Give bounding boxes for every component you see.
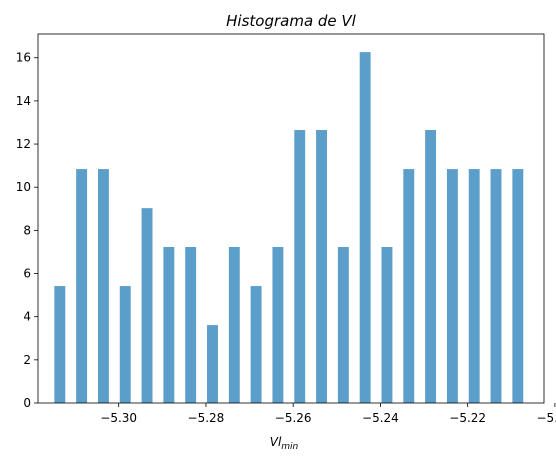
- bar-8: [228, 246, 240, 403]
- bar-18: [446, 169, 458, 403]
- y-tick-label-0: 0: [23, 396, 31, 410]
- bar-16: [403, 169, 415, 403]
- x-tick-label-2: −5.26: [275, 411, 312, 425]
- x-axis: −5.30 −5.28 −5.26 −5.24 −5.22 −5.20: [100, 403, 556, 425]
- bar-21: [512, 169, 524, 403]
- x-axis-label: Vlmin: [270, 435, 299, 452]
- y-tick-label-2: 4: [23, 310, 31, 324]
- plot-frame: [37, 33, 545, 404]
- bar-1: [76, 169, 88, 403]
- x-axis-label-subscript: min: [281, 442, 298, 452]
- bar-17: [425, 130, 437, 403]
- bar-6: [185, 246, 197, 403]
- bar-10: [272, 246, 284, 403]
- y-tick-label-8: 16: [16, 51, 31, 65]
- x-tick-label-3: −5.24: [362, 411, 399, 425]
- bar-13: [337, 246, 349, 403]
- bar-7: [207, 325, 218, 403]
- x-tick-label-5: −5.20: [537, 411, 556, 425]
- bar-20: [490, 169, 502, 403]
- y-tick-label-1: 2: [23, 353, 31, 367]
- y-tick-label-4: 8: [23, 223, 31, 237]
- bar-15: [381, 246, 393, 403]
- bar-5: [163, 246, 175, 403]
- y-axis: 0 2 4 6 8 10 12 14 16: [16, 51, 38, 410]
- y-tick-label-6: 12: [16, 137, 31, 151]
- y-tick-label-3: 6: [23, 267, 31, 281]
- x-tick-label-1: −5.28: [188, 411, 225, 425]
- bars-group: [54, 52, 524, 403]
- bar-2: [97, 169, 109, 403]
- bar-11: [294, 130, 306, 403]
- chart-title: Histograma de Vl: [226, 12, 357, 30]
- bar-14: [359, 52, 371, 403]
- bar-3: [119, 286, 131, 403]
- plot-background: [38, 34, 544, 403]
- y-tick-label-7: 14: [16, 94, 31, 108]
- bar-12: [316, 130, 327, 403]
- y-tick-label-5: 10: [16, 180, 31, 194]
- x-tick-label-4: −5.22: [449, 411, 486, 425]
- bar-4: [141, 208, 153, 403]
- x-tick-label-0: −5.30: [100, 411, 137, 425]
- bar-0: [54, 286, 66, 403]
- bar-19: [468, 169, 480, 403]
- x-axis-label-main: Vl: [270, 435, 282, 449]
- bar-9: [250, 286, 262, 403]
